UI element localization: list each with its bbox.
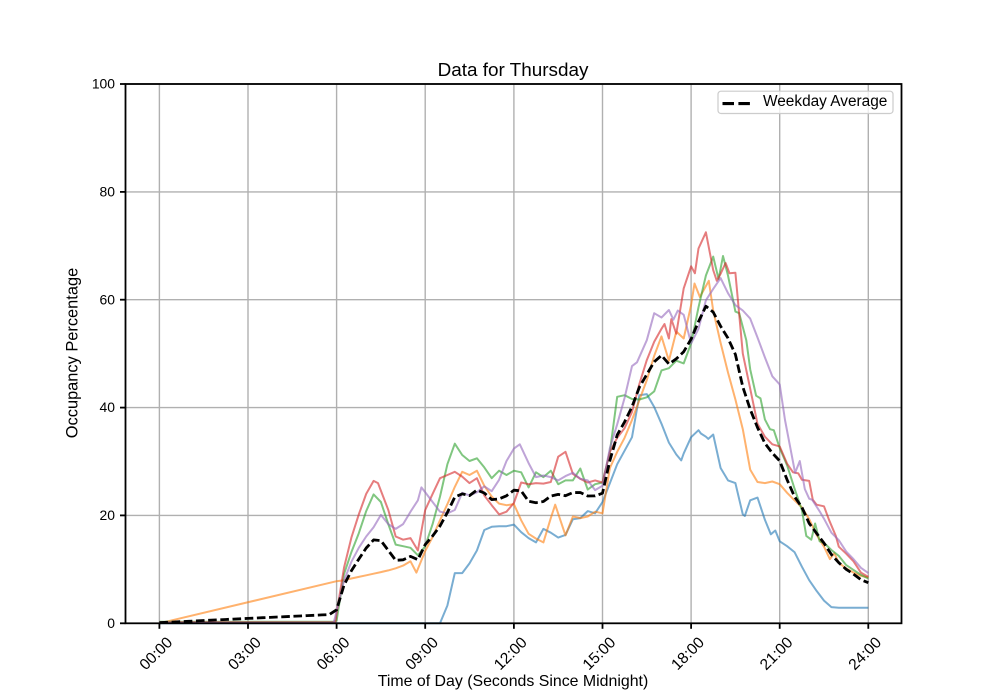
svg-text:20: 20 xyxy=(100,507,116,523)
svg-text:Data for Thursday: Data for Thursday xyxy=(438,60,589,81)
svg-text:60: 60 xyxy=(100,291,116,307)
svg-text:100: 100 xyxy=(92,76,115,92)
svg-text:0: 0 xyxy=(107,615,115,631)
svg-text:Occupancy Percentage: Occupancy Percentage xyxy=(64,268,82,438)
svg-text:40: 40 xyxy=(100,399,116,415)
svg-text:80: 80 xyxy=(100,184,116,200)
svg-text:Weekday Average: Weekday Average xyxy=(763,93,887,110)
svg-text:Time of Day (Seconds Since Mid: Time of Day (Seconds Since Midnight) xyxy=(378,673,649,690)
